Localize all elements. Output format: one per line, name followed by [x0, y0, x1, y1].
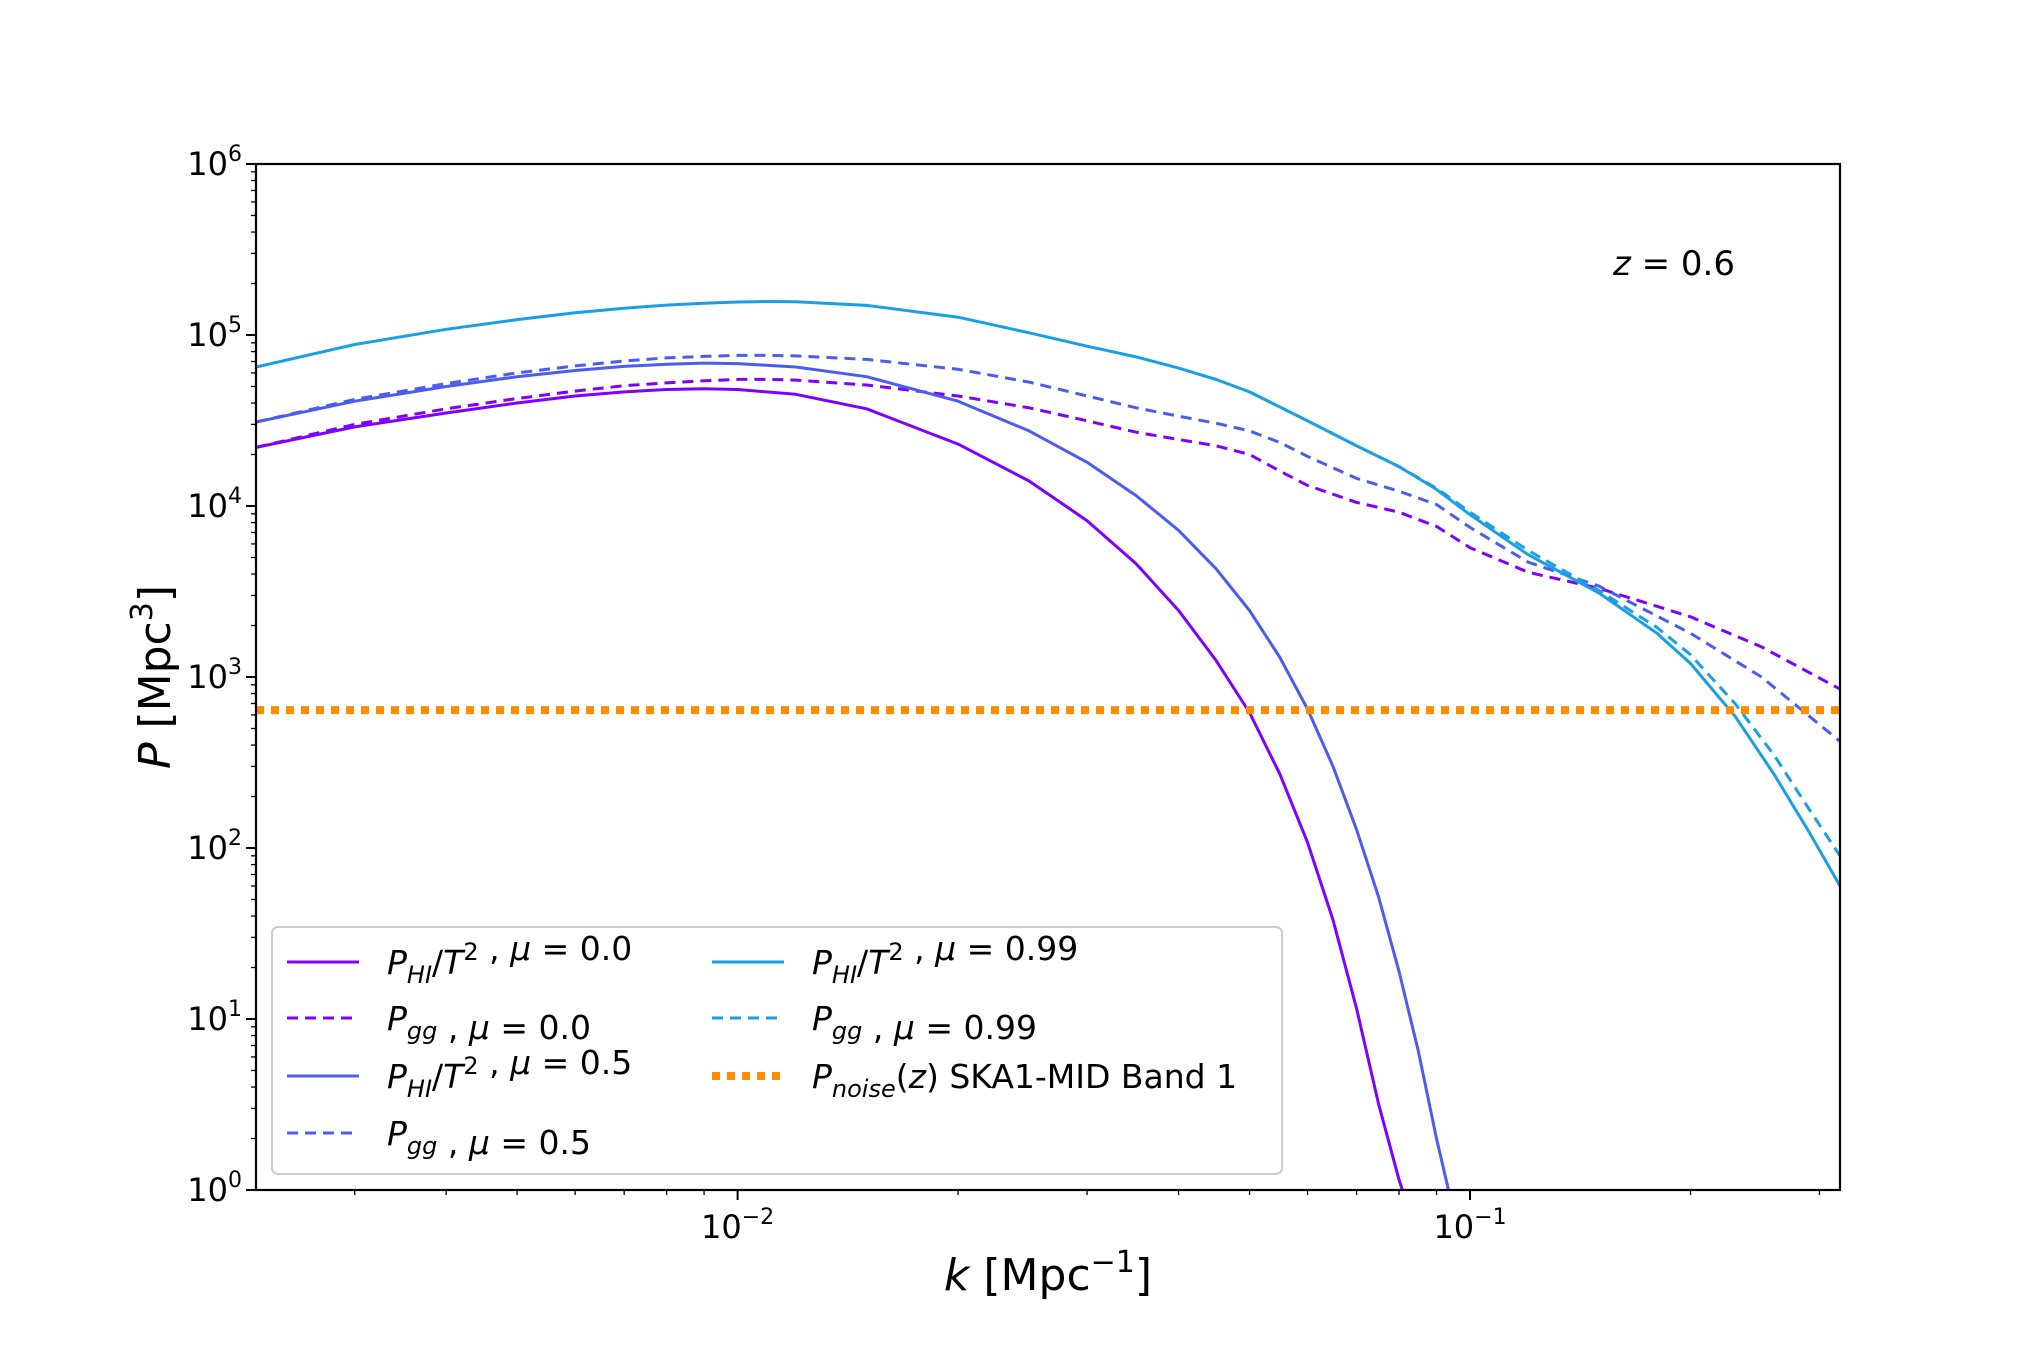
legend-entry-pgg_mu099: Pgg , μ = 0.99	[712, 999, 1037, 1047]
x-tick-label: 10−2	[701, 1205, 774, 1246]
legend-label: Pnoise(z) SKA1-MID Band 1	[812, 1057, 1237, 1103]
y-tick-label: 102	[187, 826, 242, 867]
y-tick-label: 106	[187, 142, 242, 183]
legend-entry-phi_mu099: PHI/T2 , μ = 0.99	[712, 929, 1078, 989]
legend-label: Pgg , μ = 0.99	[812, 999, 1037, 1047]
legend-label: PHI/T2 , μ = 0.99	[812, 929, 1078, 989]
series-line-pgg_mu0	[256, 377, 1840, 691]
legend-label: PHI/T2 , μ = 0.5	[387, 1043, 632, 1103]
x-axis-title: k [Mpc−1]	[944, 1245, 1152, 1301]
y-tick-label: 100	[187, 1168, 242, 1209]
legend-label: PHI/T2 , μ = 0.0	[387, 929, 632, 989]
legend-label: Pgg , μ = 0.0	[387, 999, 591, 1047]
y-tick-label: 105	[187, 313, 242, 354]
legend-entry-phi_mu05: PHI/T2 , μ = 0.5	[287, 1043, 632, 1103]
series-line-phi_mu0	[256, 387, 1405, 1190]
y-tick-label: 101	[187, 997, 242, 1038]
series-line-pgg_mu05	[256, 353, 1840, 743]
labels-layer: 100 101 102 103 104 105 106 10−2 10−1 k [Mpc−1] P …	[125, 142, 1735, 1301]
y-tick-label: 104	[187, 484, 242, 525]
y-tick-label: 103	[187, 655, 242, 696]
legend-entry-pnoise: Pnoise(z) SKA1-MID Band 1	[712, 1057, 1237, 1103]
legend-entry-pgg_mu05: Pgg , μ = 0.5	[287, 1114, 591, 1162]
series-line-pgg_mu099	[1248, 390, 1840, 857]
ticks-layer	[246, 163, 1821, 1200]
legend-label: Pgg , μ = 0.5	[387, 1114, 591, 1162]
redshift-annotation: z = 0.6	[1612, 244, 1735, 284]
series-line-phi_mu05	[256, 361, 1451, 1190]
legend-entry-pgg_mu0: Pgg , μ = 0.0	[287, 999, 591, 1047]
series-line-phi_mu099	[256, 300, 1840, 888]
y-axis-title: P [Mpc3]	[125, 585, 181, 769]
series-layer	[256, 300, 1840, 1190]
x-tick-label: 10−1	[1433, 1205, 1506, 1246]
legend-box	[271, 926, 1283, 1175]
legend-entry-phi_mu0: PHI/T2 , μ = 0.0	[287, 929, 632, 989]
